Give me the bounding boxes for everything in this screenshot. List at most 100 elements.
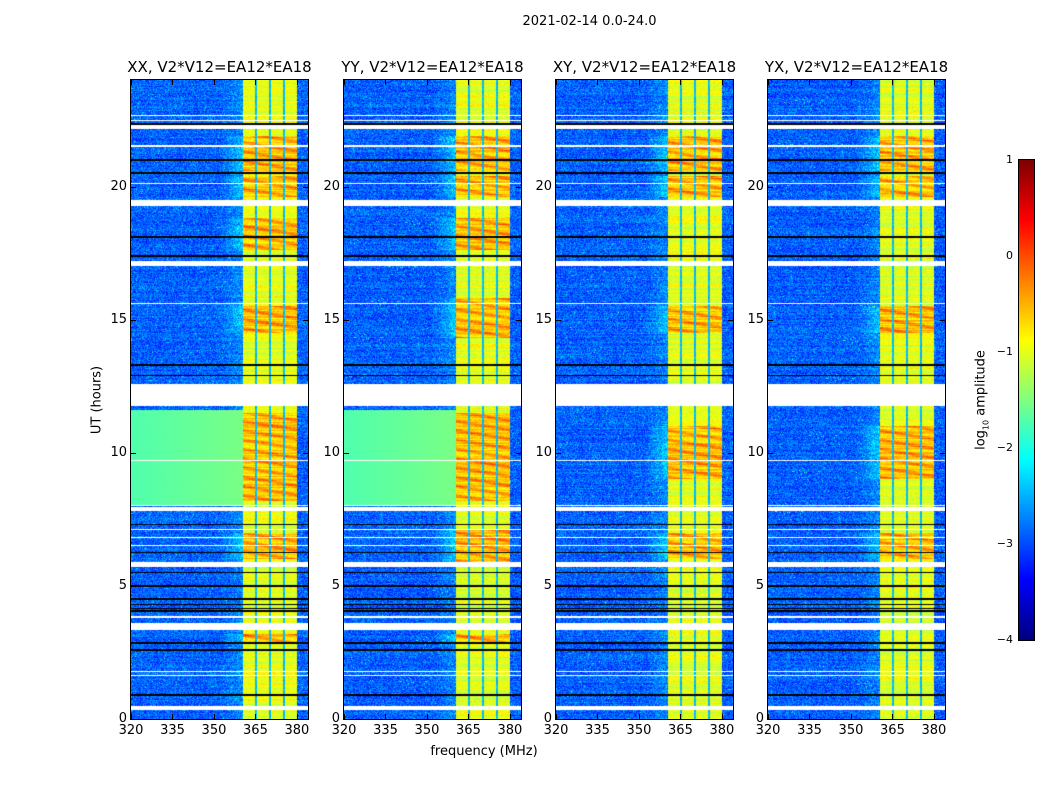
x-tick	[344, 80, 345, 85]
x-tick	[892, 80, 894, 85]
y-tick	[940, 186, 945, 188]
x-tick	[850, 80, 852, 85]
colorbar-tick-label: 1	[1006, 153, 1013, 166]
x-tick	[850, 714, 852, 719]
panel-title: YY, V2*V12=EA12*EA18	[341, 58, 524, 76]
x-tick-label: 320	[331, 723, 357, 738]
x-tick-label: 365	[456, 723, 481, 738]
x-tick	[131, 714, 132, 719]
y-tick	[516, 719, 521, 720]
x-tick-label: 350	[414, 723, 440, 738]
x-tick-label: 380	[709, 723, 735, 738]
y-tick	[131, 585, 136, 587]
y-tick-label: 10	[323, 444, 340, 460]
x-tick-label: 365	[243, 723, 268, 738]
panel-title: YX, V2*V12=EA12*EA18	[764, 58, 949, 76]
colorbar	[1018, 159, 1035, 641]
colorbar-tick-label: −1	[996, 345, 1013, 358]
y-tick	[728, 186, 733, 188]
colorbar-tick-label: −4	[996, 633, 1013, 646]
figure-title: 2021-02-14 0.0-24.0	[522, 14, 657, 29]
y-tick-label: 0	[118, 711, 127, 726]
x-tick	[385, 80, 387, 85]
x-tick	[892, 714, 894, 719]
x-tick-label: 380	[497, 723, 523, 738]
y-tick-label: 20	[110, 178, 127, 194]
y-tick	[344, 319, 349, 321]
y-tick	[768, 186, 773, 188]
spectrogram-panel	[767, 79, 946, 720]
y-tick	[344, 585, 349, 587]
y-tick	[728, 319, 733, 321]
y-tick	[131, 319, 136, 321]
y-tick	[768, 719, 773, 720]
y-tick	[728, 719, 733, 720]
x-tick	[933, 80, 935, 85]
x-tick	[556, 714, 557, 719]
spectrogram-panel	[555, 79, 734, 720]
x-tick	[721, 714, 723, 719]
y-tick	[556, 452, 561, 454]
x-tick	[509, 714, 511, 719]
y-tick	[344, 719, 349, 720]
y-axis-label: UT (hours)	[89, 365, 105, 435]
panel-title: XY, V2*V12=EA12*EA18	[552, 58, 737, 76]
y-tick	[768, 452, 773, 454]
y-tick	[516, 319, 521, 321]
x-tick	[638, 80, 640, 85]
x-tick	[638, 714, 640, 719]
y-tick-label: 5	[118, 577, 127, 593]
y-tick-label: 0	[331, 711, 340, 726]
x-tick-label: 380	[921, 723, 947, 738]
y-tick	[556, 319, 561, 321]
x-tick	[680, 80, 682, 85]
y-tick	[303, 719, 308, 720]
x-tick	[213, 80, 215, 85]
x-tick	[255, 80, 257, 85]
y-tick	[940, 452, 945, 454]
x-tick-label: 335	[160, 723, 185, 738]
x-tick	[344, 714, 345, 719]
x-tick	[296, 714, 298, 719]
x-tick	[680, 714, 682, 719]
x-tick-label: 365	[668, 723, 693, 738]
y-tick	[940, 319, 945, 321]
y-tick-label: 5	[331, 577, 340, 593]
spectrogram-panel	[130, 79, 309, 720]
x-tick	[255, 714, 257, 719]
x-tick	[385, 714, 387, 719]
y-tick-label: 10	[747, 444, 764, 460]
x-tick	[296, 80, 298, 85]
colorbar-gradient	[1019, 160, 1034, 640]
x-tick	[426, 80, 428, 85]
y-tick-label: 20	[535, 178, 552, 194]
colorbar-tick-label: −2	[996, 441, 1013, 454]
x-tick	[768, 714, 769, 719]
y-tick	[344, 186, 349, 188]
x-tick-label: 320	[118, 723, 144, 738]
y-tick-label: 15	[535, 311, 552, 327]
colorbar-tick-label: 0	[1006, 249, 1013, 262]
spectrogram-image	[131, 80, 308, 719]
y-tick	[516, 585, 521, 587]
y-tick-label: 10	[535, 444, 552, 460]
x-tick	[721, 80, 723, 85]
spectrogram-image	[344, 80, 521, 719]
y-tick-label: 10	[110, 444, 127, 460]
y-tick-label: 15	[747, 311, 764, 327]
y-tick	[556, 585, 561, 587]
y-tick	[556, 719, 561, 720]
y-tick	[131, 452, 136, 454]
colorbar-tick-label: −3	[996, 537, 1013, 550]
y-tick	[303, 585, 308, 587]
x-tick	[933, 714, 935, 719]
x-tick-label: 350	[201, 723, 227, 738]
x-tick	[213, 714, 215, 719]
y-tick-label: 15	[323, 311, 340, 327]
spectrogram-panel	[343, 79, 522, 720]
y-tick-label: 5	[755, 577, 764, 593]
x-tick-label: 365	[880, 723, 905, 738]
x-tick	[768, 80, 769, 85]
x-tick	[809, 714, 811, 719]
y-tick	[516, 452, 521, 454]
